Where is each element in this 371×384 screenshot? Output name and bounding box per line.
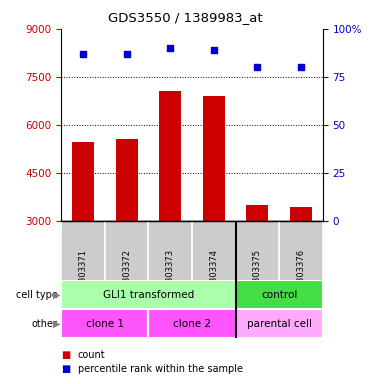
Text: control: control — [261, 290, 298, 300]
Bar — [72, 142, 94, 221]
Text: GDS3550 / 1389983_at: GDS3550 / 1389983_at — [108, 12, 263, 25]
Point — [211, 47, 217, 53]
Bar — [236, 309, 323, 338]
Text: GSM303373: GSM303373 — [166, 249, 175, 301]
Text: GSM303374: GSM303374 — [209, 249, 218, 300]
Text: GSM303375: GSM303375 — [253, 249, 262, 300]
Text: ■: ■ — [61, 350, 70, 360]
Text: ▶: ▶ — [53, 290, 61, 300]
Bar — [61, 309, 148, 338]
Bar — [236, 280, 323, 309]
Text: parental cell: parental cell — [247, 318, 312, 329]
Text: other: other — [32, 318, 58, 329]
Text: GLI1 transformed: GLI1 transformed — [103, 290, 194, 300]
Text: count: count — [78, 350, 105, 360]
Text: clone 2: clone 2 — [173, 318, 211, 329]
Bar — [148, 309, 236, 338]
Text: ■: ■ — [61, 364, 70, 374]
Point — [255, 64, 260, 70]
Bar — [246, 205, 268, 221]
Bar — [116, 139, 138, 221]
Text: percentile rank within the sample: percentile rank within the sample — [78, 364, 243, 374]
Text: GSM303376: GSM303376 — [296, 249, 305, 301]
Point — [167, 45, 173, 51]
Point — [298, 64, 304, 70]
Point — [80, 51, 86, 57]
Text: GSM303372: GSM303372 — [122, 249, 131, 300]
Bar — [203, 96, 225, 221]
Text: cell type: cell type — [16, 290, 58, 300]
Bar — [290, 207, 312, 221]
Bar — [159, 91, 181, 221]
Text: GSM303371: GSM303371 — [79, 249, 88, 300]
Text: clone 1: clone 1 — [86, 318, 124, 329]
Point — [124, 51, 129, 57]
Text: ▶: ▶ — [53, 318, 61, 329]
Bar — [61, 280, 236, 309]
